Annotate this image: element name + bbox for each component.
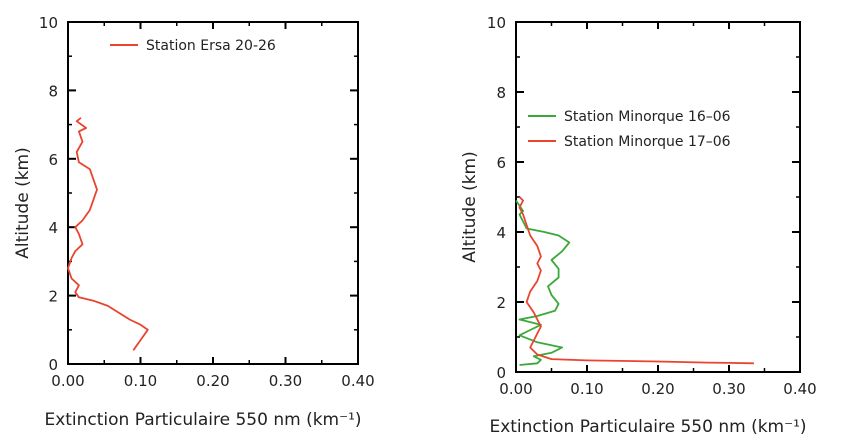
x-tick-label: 0.10 — [124, 372, 157, 390]
legend-label: Station Minorque 16–06 — [564, 109, 731, 125]
legend-label: Station Ersa 20-26 — [146, 38, 276, 54]
chart-panel-2: 0.00 0.10 0.20 0.30 0.40 0 2 4 6 8 10 Extinction Pa… — [460, 14, 817, 437]
chart-panel-1: 0.00 0.10 0.20 0.30 0.40 0 2 4 6 8 10 Extinction Pa… — [13, 14, 375, 430]
series-line-1 — [67, 117, 149, 351]
plot-frame — [515, 21, 801, 373]
x-axis-title: Extinction Particulaire 550 nm (km⁻¹) — [489, 417, 806, 437]
x-tick-label: 0.30 — [269, 372, 302, 390]
y-tick-label: 4 — [48, 219, 58, 237]
y-tick-label: 4 — [496, 224, 506, 242]
x-tick-label: 0.20 — [641, 380, 674, 398]
y-tick-label: 6 — [48, 151, 58, 169]
series-line-2 — [518, 196, 754, 365]
x-axis-title: Extinction Particulaire 550 nm (km⁻¹) — [44, 410, 361, 430]
x-tick-label: 0.30 — [712, 380, 745, 398]
x-tick-label: 0.00 — [51, 372, 84, 390]
series-line-1 — [515, 200, 571, 366]
x-tick-label: 0.10 — [570, 380, 603, 398]
y-tick-label: 10 — [39, 14, 58, 32]
x-tick-label: 0.40 — [341, 372, 374, 390]
x-tick-label: 0.40 — [783, 380, 816, 398]
y-axis-title: Altitude (km) — [460, 151, 480, 263]
y-axis-title: Altitude (km) — [13, 147, 33, 259]
y-tick-label: 0 — [496, 364, 506, 382]
x-tick-label: 0.20 — [196, 372, 229, 390]
y-tick-label: 2 — [496, 294, 506, 312]
x-tick-label: 0.00 — [499, 380, 532, 398]
plot-frame — [67, 21, 359, 365]
legend-label: Station Minorque 17–06 — [564, 134, 731, 150]
y-tick-label: 10 — [487, 14, 506, 32]
y-tick-label: 8 — [48, 82, 58, 100]
y-tick-label: 6 — [496, 154, 506, 172]
y-tick-label: 2 — [48, 288, 58, 306]
y-tick-label: 8 — [496, 84, 506, 102]
y-tick-label: 0 — [48, 356, 58, 374]
